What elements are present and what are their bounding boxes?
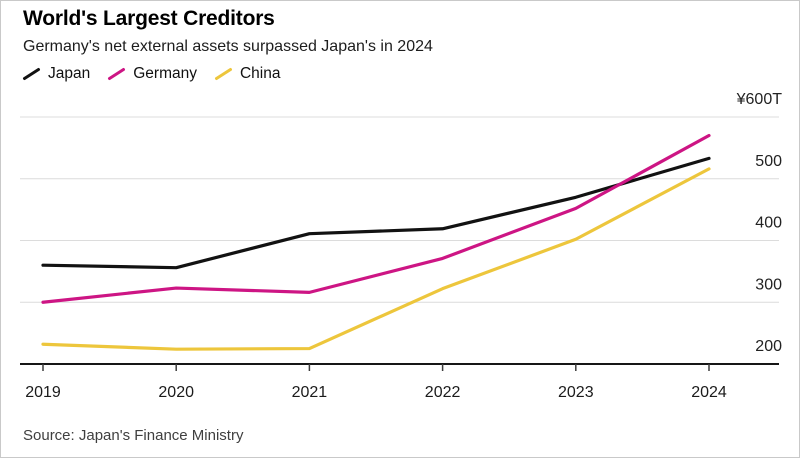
legend-label-china: China [239,65,281,82]
legend-label-germany: Germany [133,65,197,82]
legend-label-japan: Japan [48,65,91,82]
legend-item-germany: Germany [107,65,197,83]
y-axis-label: ¥600T [736,91,783,108]
china-line-swatch-icon [214,68,232,80]
page-title: World's Largest Creditors [23,7,275,30]
y-axis-label: 400 [755,215,782,232]
x-axis-label: 2022 [425,384,461,401]
y-axis-label: 200 [755,338,782,355]
legend-item-japan: Japan [22,65,90,83]
germany-line-swatch-icon [108,68,126,80]
x-axis-label: 2019 [25,384,61,401]
y-axis-label: 500 [755,153,782,170]
x-axis-label: 2024 [691,384,727,401]
chart-legend: Japan Germany China [22,65,280,83]
chart-subtitle: Germany's net external assets surpassed … [23,38,433,55]
y-axis-label: 300 [755,276,782,293]
series-line-japan [41,156,711,270]
series-line-china [41,167,711,351]
legend-item-china: China [214,65,281,83]
series-line-germany [41,133,711,304]
source-note: Source: Japan's Finance Ministry [23,427,244,444]
japan-line-swatch-icon [23,68,40,80]
x-axis-label: 2020 [158,384,194,401]
x-axis-label: 2023 [558,384,594,401]
x-axis-label: 2021 [292,384,328,401]
